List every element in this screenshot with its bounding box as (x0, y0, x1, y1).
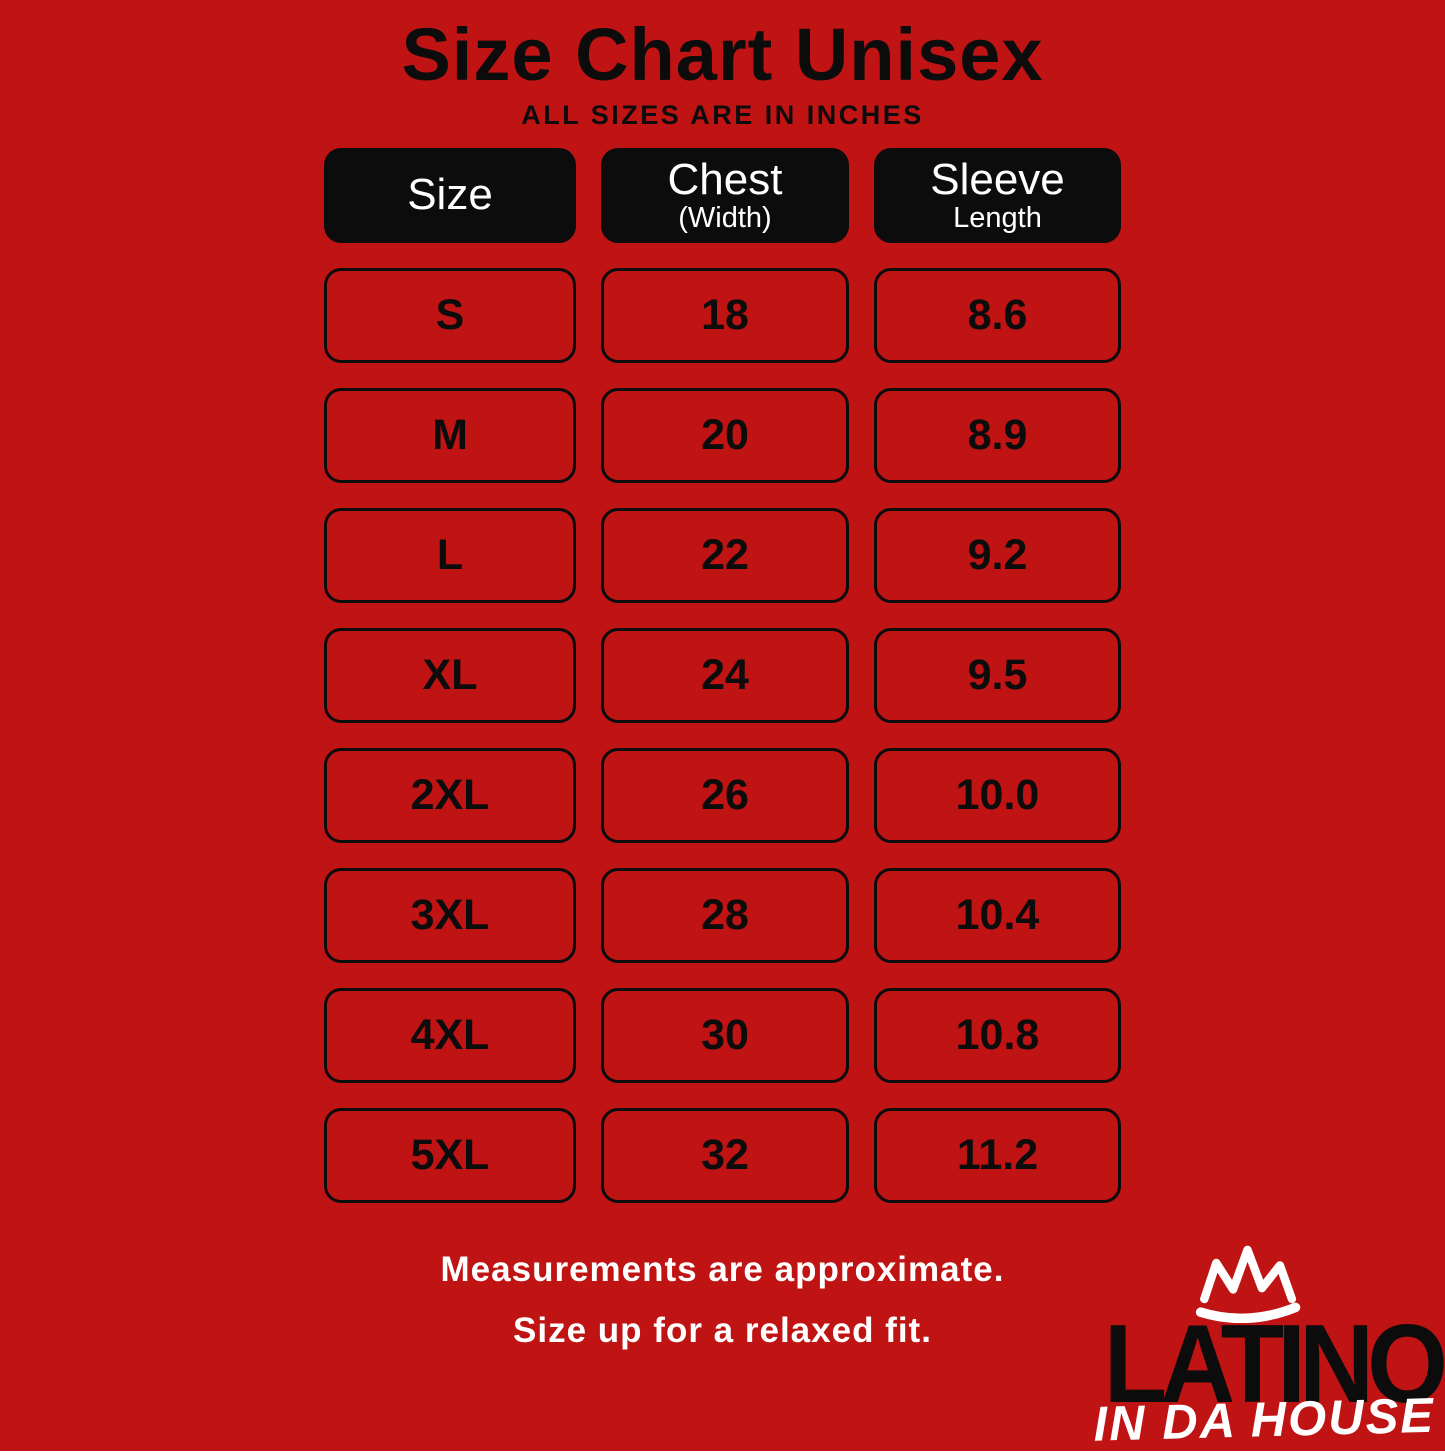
column-header-label: Sleeve (930, 155, 1065, 205)
sleeve-cell-3xl: 10.4 (874, 868, 1121, 963)
size-cell-4xl: 4XL (324, 988, 576, 1083)
size-cell-l: L (324, 508, 576, 603)
size-table: Size Chest (Width) Sleeve Length S 18 8.6 … (324, 148, 1121, 1203)
chest-cell-l: 22 (601, 508, 849, 603)
column-header-sublabel: (Width) (678, 202, 772, 235)
column-header-sleeve: Sleeve Length (874, 148, 1121, 243)
column-header-sublabel: Length (953, 202, 1042, 235)
footer-note-line-2: Size up for a relaxed fit. (513, 1311, 932, 1351)
size-cell-3xl: 3XL (324, 868, 576, 963)
size-cell-s: S (324, 268, 576, 363)
chest-cell-3xl: 28 (601, 868, 849, 963)
size-cell-m: M (324, 388, 576, 483)
column-header-label: Chest (667, 155, 783, 205)
sleeve-cell-5xl: 11.2 (874, 1108, 1121, 1203)
page-title: Size Chart Unisex (401, 13, 1044, 96)
brand-name: LATINO (1103, 1303, 1445, 1428)
chest-cell-m: 20 (601, 388, 849, 483)
chest-cell-xl: 24 (601, 628, 849, 723)
sleeve-cell-l: 9.2 (874, 508, 1121, 603)
sleeve-cell-m: 8.9 (874, 388, 1121, 483)
column-header-chest: Chest (Width) (601, 148, 849, 243)
sleeve-cell-s: 8.6 (874, 268, 1121, 363)
size-cell-xl: XL (324, 628, 576, 723)
footer-note: Measurements are approximate. Size up fo… (0, 1239, 1445, 1362)
brand-tagline: IN DA HOUSE (1092, 1388, 1436, 1452)
chest-cell-4xl: 30 (601, 988, 849, 1083)
chest-cell-5xl: 32 (601, 1108, 849, 1203)
sleeve-cell-4xl: 10.8 (874, 988, 1121, 1083)
sleeve-cell-xl: 9.5 (874, 628, 1121, 723)
size-cell-2xl: 2XL (324, 748, 576, 843)
crown-icon (1195, 1246, 1301, 1324)
page-subtitle: ALL SIZES ARE IN INCHES (521, 100, 924, 130)
footer-note-line-1: Measurements are approximate. (440, 1250, 1005, 1289)
size-cell-5xl: 5XL (324, 1108, 576, 1203)
sleeve-cell-2xl: 10.0 (874, 748, 1121, 843)
column-header-size: Size (324, 148, 576, 243)
chest-cell-s: 18 (601, 268, 849, 363)
brand-logo: LATINO IN DA HOUSE (1025, 1239, 1445, 1452)
chest-cell-2xl: 26 (601, 748, 849, 843)
column-header-label: Size (407, 170, 493, 220)
